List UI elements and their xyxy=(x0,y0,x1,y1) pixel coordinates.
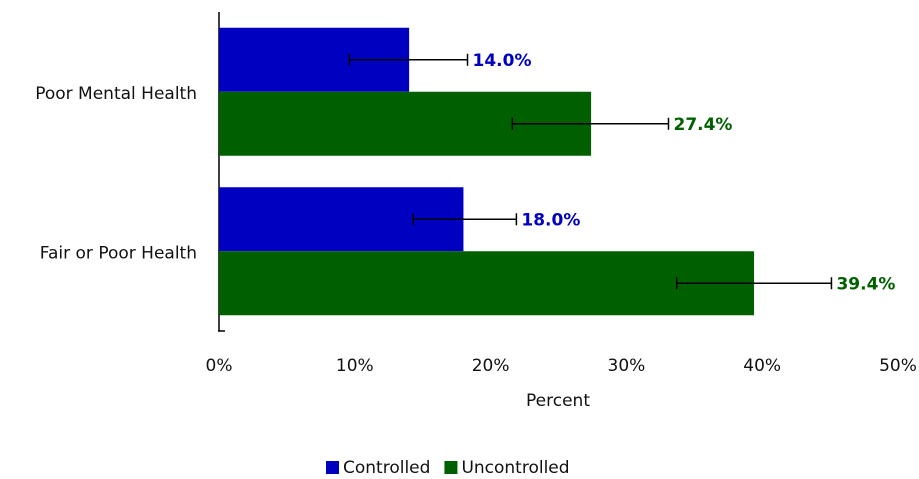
legend-swatch xyxy=(326,461,339,474)
y-tick-label: Poor Mental Health xyxy=(35,84,197,104)
value-label: 27.4% xyxy=(673,115,732,135)
legend-label: Uncontrolled xyxy=(461,458,569,478)
x-tick-label: 10% xyxy=(336,356,374,376)
value-label: 39.4% xyxy=(836,274,895,294)
x-axis-title: Percent xyxy=(526,391,590,411)
legend-label: Controlled xyxy=(343,458,430,478)
value-label: 14.0% xyxy=(473,51,532,71)
value-label: 18.0% xyxy=(521,210,580,230)
x-tick-label: 0% xyxy=(206,356,233,376)
x-tick-label: 20% xyxy=(472,356,510,376)
x-tick-label: 50% xyxy=(879,356,917,376)
x-tick-label: 30% xyxy=(608,356,646,376)
x-tick-label: 40% xyxy=(743,356,781,376)
legend-swatch xyxy=(444,461,458,474)
y-tick-label: Fair or Poor Health xyxy=(40,243,197,263)
bar xyxy=(219,251,755,316)
